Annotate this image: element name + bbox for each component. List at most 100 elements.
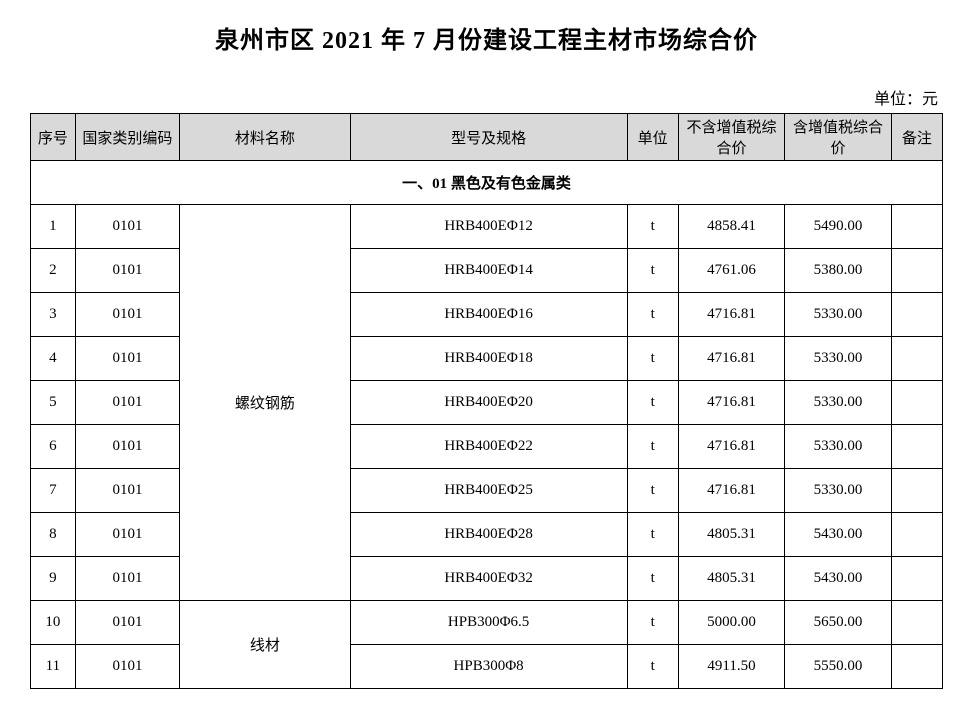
cell-price-excl: 4805.31 — [678, 557, 785, 601]
section-title: 一、01 黑色及有色金属类 — [31, 161, 943, 205]
table-row: 3 0101 HRB400EΦ16 t 4716.81 5330.00 — [31, 293, 943, 337]
cell-price-excl: 4716.81 — [678, 293, 785, 337]
cell-unit: t — [627, 645, 678, 689]
cell-code: 0101 — [75, 601, 179, 645]
cell-price-excl: 5000.00 — [678, 601, 785, 645]
cell-seq: 9 — [31, 557, 76, 601]
cell-spec: HPB300Φ6.5 — [350, 601, 627, 645]
table-row: 1 0101 螺纹钢筋 HRB400EΦ12 t 4858.41 5490.00 — [31, 205, 943, 249]
cell-remark — [891, 513, 942, 557]
cell-remark — [891, 601, 942, 645]
cell-spec: HRB400EΦ25 — [350, 469, 627, 513]
cell-price-incl: 5330.00 — [785, 293, 892, 337]
cell-price-excl: 4858.41 — [678, 205, 785, 249]
page-title: 泉州市区 2021 年 7 月份建设工程主材市场综合价 — [30, 20, 943, 55]
price-table: 序号 国家类别编码 材料名称 型号及规格 单位 不含增值税综合价 含增值税综合价… — [30, 113, 943, 689]
cell-remark — [891, 557, 942, 601]
cell-remark — [891, 381, 942, 425]
cell-price-incl: 5550.00 — [785, 645, 892, 689]
th-price-incl: 含增值税综合价 — [785, 114, 892, 161]
cell-code: 0101 — [75, 205, 179, 249]
cell-seq: 4 — [31, 337, 76, 381]
cell-price-incl: 5330.00 — [785, 381, 892, 425]
th-unit: 单位 — [627, 114, 678, 161]
th-remark: 备注 — [891, 114, 942, 161]
cell-remark — [891, 249, 942, 293]
cell-spec: HRB400EΦ18 — [350, 337, 627, 381]
cell-price-incl: 5430.00 — [785, 513, 892, 557]
th-spec: 型号及规格 — [350, 114, 627, 161]
cell-remark — [891, 337, 942, 381]
table-row: 7 0101 HRB400EΦ25 t 4716.81 5330.00 — [31, 469, 943, 513]
cell-price-excl: 4716.81 — [678, 469, 785, 513]
cell-unit: t — [627, 249, 678, 293]
cell-price-excl: 4805.31 — [678, 513, 785, 557]
cell-code: 0101 — [75, 381, 179, 425]
cell-remark — [891, 205, 942, 249]
cell-price-excl: 4716.81 — [678, 337, 785, 381]
cell-code: 0101 — [75, 293, 179, 337]
cell-unit: t — [627, 469, 678, 513]
cell-code: 0101 — [75, 513, 179, 557]
cell-spec: HRB400EΦ16 — [350, 293, 627, 337]
cell-seq: 3 — [31, 293, 76, 337]
unit-label: 单位：元 — [30, 85, 943, 109]
cell-price-incl: 5330.00 — [785, 469, 892, 513]
cell-price-excl: 4716.81 — [678, 425, 785, 469]
cell-price-incl: 5650.00 — [785, 601, 892, 645]
cell-price-incl: 5330.00 — [785, 337, 892, 381]
th-seq: 序号 — [31, 114, 76, 161]
table-row: 8 0101 HRB400EΦ28 t 4805.31 5430.00 — [31, 513, 943, 557]
cell-unit: t — [627, 293, 678, 337]
cell-code: 0101 — [75, 469, 179, 513]
cell-unit: t — [627, 513, 678, 557]
cell-seq: 8 — [31, 513, 76, 557]
cell-price-incl: 5330.00 — [785, 425, 892, 469]
cell-remark — [891, 425, 942, 469]
cell-code: 0101 — [75, 645, 179, 689]
cell-price-excl: 4761.06 — [678, 249, 785, 293]
table-row: 10 0101 线材 HPB300Φ6.5 t 5000.00 5650.00 — [31, 601, 943, 645]
cell-seq: 11 — [31, 645, 76, 689]
cell-spec: HRB400EΦ22 — [350, 425, 627, 469]
cell-seq: 7 — [31, 469, 76, 513]
table-header-row: 序号 国家类别编码 材料名称 型号及规格 单位 不含增值税综合价 含增值税综合价… — [31, 114, 943, 161]
cell-unit: t — [627, 381, 678, 425]
table-row: 5 0101 HRB400EΦ20 t 4716.81 5330.00 — [31, 381, 943, 425]
cell-unit: t — [627, 337, 678, 381]
table-row: 6 0101 HRB400EΦ22 t 4716.81 5330.00 — [31, 425, 943, 469]
cell-seq: 2 — [31, 249, 76, 293]
cell-code: 0101 — [75, 337, 179, 381]
cell-seq: 5 — [31, 381, 76, 425]
cell-code: 0101 — [75, 249, 179, 293]
cell-remark — [891, 645, 942, 689]
cell-material-name-group2: 线材 — [180, 601, 350, 689]
th-code: 国家类别编码 — [75, 114, 179, 161]
cell-material-name-group1: 螺纹钢筋 — [180, 205, 350, 601]
cell-code: 0101 — [75, 425, 179, 469]
table-row: 4 0101 HRB400EΦ18 t 4716.81 5330.00 — [31, 337, 943, 381]
cell-seq: 6 — [31, 425, 76, 469]
cell-price-excl: 4716.81 — [678, 381, 785, 425]
cell-spec: HRB400EΦ12 — [350, 205, 627, 249]
cell-price-incl: 5490.00 — [785, 205, 892, 249]
cell-spec: HRB400EΦ20 — [350, 381, 627, 425]
cell-unit: t — [627, 601, 678, 645]
cell-unit: t — [627, 425, 678, 469]
table-row: 2 0101 HRB400EΦ14 t 4761.06 5380.00 — [31, 249, 943, 293]
cell-remark — [891, 469, 942, 513]
cell-seq: 10 — [31, 601, 76, 645]
cell-code: 0101 — [75, 557, 179, 601]
cell-price-incl: 5430.00 — [785, 557, 892, 601]
cell-spec: HRB400EΦ32 — [350, 557, 627, 601]
cell-price-excl: 4911.50 — [678, 645, 785, 689]
table-row: 9 0101 HRB400EΦ32 t 4805.31 5430.00 — [31, 557, 943, 601]
th-name: 材料名称 — [180, 114, 350, 161]
th-price-excl: 不含增值税综合价 — [678, 114, 785, 161]
cell-spec: HRB400EΦ14 — [350, 249, 627, 293]
table-row: 11 0101 HPB300Φ8 t 4911.50 5550.00 — [31, 645, 943, 689]
cell-unit: t — [627, 205, 678, 249]
section-header-row: 一、01 黑色及有色金属类 — [31, 161, 943, 205]
cell-spec: HRB400EΦ28 — [350, 513, 627, 557]
cell-seq: 1 — [31, 205, 76, 249]
